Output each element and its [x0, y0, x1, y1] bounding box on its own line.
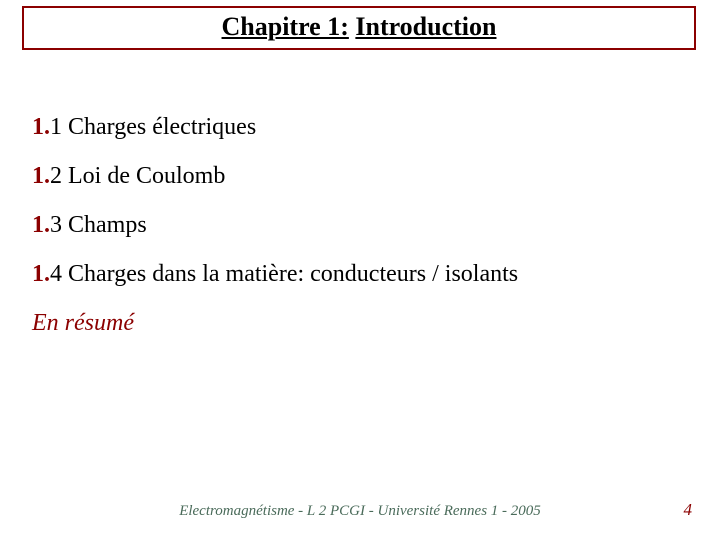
- toc-item: 1.4 Charges dans la matière: conducteurs…: [32, 261, 692, 288]
- toc-text: Charges électriques: [68, 114, 256, 140]
- toc-num: 1: [50, 114, 62, 140]
- toc-text: Loi de Coulomb: [68, 163, 225, 189]
- chapter-label: Chapitre 1:: [222, 12, 349, 41]
- toc-item: 1.3 Champs: [32, 212, 692, 239]
- footer-text: Electromagnétisme - L 2 PCGI - Universit…: [0, 503, 720, 520]
- toc-text: Champs: [68, 212, 147, 238]
- toc-prefix: 1.: [32, 261, 50, 287]
- toc-prefix: 1.: [32, 163, 50, 189]
- slide-title: Chapitre 1: Introduction: [222, 12, 497, 41]
- toc-item: 1.1 Charges électriques: [32, 114, 692, 141]
- chapter-title: Introduction: [355, 12, 496, 41]
- table-of-contents: 1.1 Charges électriques 1.2 Loi de Coulo…: [32, 114, 692, 359]
- toc-num: 3: [50, 212, 62, 238]
- toc-prefix: 1.: [32, 114, 50, 140]
- footer: Electromagnétisme - L 2 PCGI - Universit…: [0, 503, 720, 520]
- toc-num: 2: [50, 163, 62, 189]
- toc-item: 1.2 Loi de Coulomb: [32, 163, 692, 190]
- title-box: Chapitre 1: Introduction: [22, 6, 696, 50]
- toc-num: 4: [50, 261, 62, 287]
- page-number: 4: [684, 500, 693, 520]
- toc-prefix: 1.: [32, 212, 50, 238]
- toc-summary: En résumé: [32, 310, 692, 337]
- toc-text: Charges dans la matière: conducteurs / i…: [68, 261, 518, 287]
